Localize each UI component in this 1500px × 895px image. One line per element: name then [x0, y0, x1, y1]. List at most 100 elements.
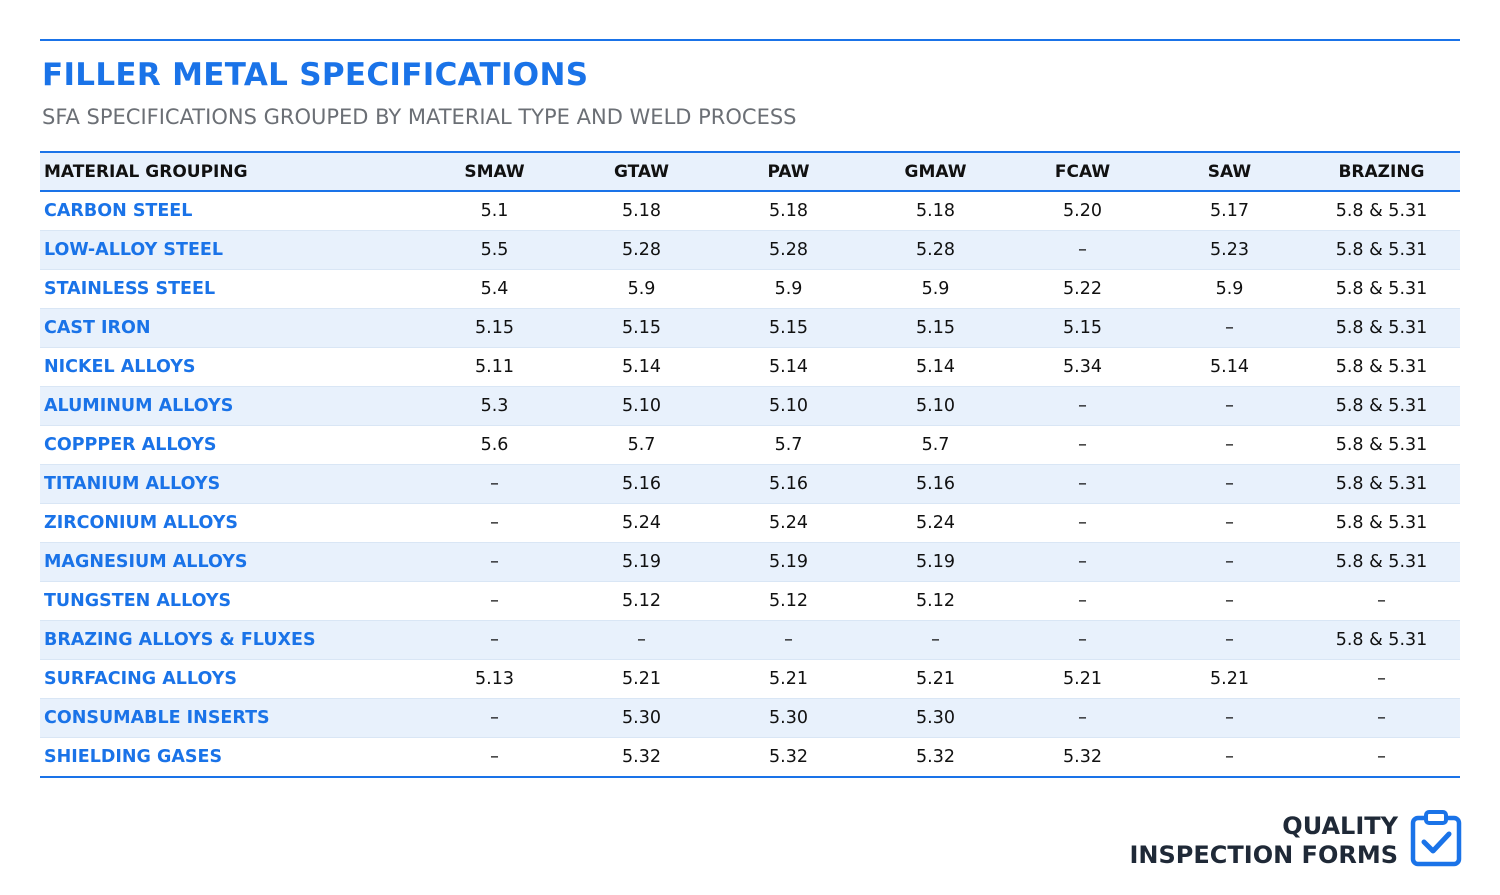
spec-cell: –: [1156, 542, 1303, 582]
spec-cell: 5.16: [568, 464, 715, 504]
spec-cell: 5.3: [421, 386, 568, 426]
spec-cell: –: [421, 503, 568, 543]
table-body: CARBON STEEL 5.1 5.18 5.18 5.18 5.20 5.17 5.8 &…: [40, 191, 1460, 778]
spec-cell: 5.28: [568, 230, 715, 270]
spec-cell: 5.24: [715, 503, 862, 543]
spec-cell: 5.14: [715, 347, 862, 387]
spec-cell: –: [1303, 659, 1460, 699]
spec-cell: 5.30: [862, 698, 1009, 738]
spec-cell: –: [421, 542, 568, 582]
table-row: CAST IRON 5.15 5.15 5.15 5.15 5.15–5.8 & 5.31: [40, 308, 1460, 348]
spec-cell: –: [421, 464, 568, 504]
column-header: PAW: [715, 151, 862, 192]
spec-cell: 5.10: [715, 386, 862, 426]
spec-cell: –: [1009, 464, 1156, 504]
subtitle: SFA SPECIFICATIONS GROUPED BY MATERIAL T…: [42, 105, 797, 129]
spec-cell: –: [1009, 698, 1156, 738]
column-header: GTAW: [568, 151, 715, 192]
spec-cell: 5.15: [715, 308, 862, 348]
spec-cell: 5.32: [862, 737, 1009, 778]
spec-cell: –: [862, 620, 1009, 660]
spec-cell: –: [1156, 581, 1303, 621]
column-header: BRAZING: [1303, 151, 1460, 192]
column-header: SMAW: [421, 151, 568, 192]
table-row: TITANIUM ALLOYS –5.16 5.16 5.16– –5.8 & 5.31: [40, 464, 1460, 504]
material-name: MAGNESIUM ALLOYS: [40, 542, 421, 582]
spec-cell: 5.9: [862, 269, 1009, 309]
spec-cell: 5.9: [1156, 269, 1303, 309]
spec-cell: 5.16: [862, 464, 1009, 504]
spec-table: MATERIAL GROUPING SMAW GTAW PAW GMAW FCAW SAW B…: [40, 151, 1460, 778]
spec-cell: 5.8 & 5.31: [1303, 191, 1460, 231]
spec-cell: 5.21: [568, 659, 715, 699]
spec-cell: 5.14: [1156, 347, 1303, 387]
spec-cell: 5.10: [568, 386, 715, 426]
spec-cell: –: [1156, 308, 1303, 348]
material-name: TUNGSTEN ALLOYS: [40, 581, 421, 621]
spec-cell: 5.24: [568, 503, 715, 543]
spec-cell: 5.13: [421, 659, 568, 699]
spec-cell: 5.7: [715, 425, 862, 465]
material-name: ALUMINUM ALLOYS: [40, 386, 421, 426]
spec-cell: 5.21: [1156, 659, 1303, 699]
spec-cell: –: [421, 698, 568, 738]
spec-cell: –: [1156, 503, 1303, 543]
spec-cell: 5.19: [862, 542, 1009, 582]
spec-cell: –: [1009, 230, 1156, 270]
spec-cell: –: [1303, 581, 1460, 621]
logo-text: QUALITY INSPECTION FORMS: [1130, 812, 1399, 870]
spec-cell: 5.34: [1009, 347, 1156, 387]
spec-cell: 5.16: [715, 464, 862, 504]
spec-cell: 5.23: [1156, 230, 1303, 270]
column-header: SAW: [1156, 151, 1303, 192]
spec-cell: 5.12: [862, 581, 1009, 621]
table-row: CONSUMABLE INSERTS –5.30 5.30 5.30– – –: [40, 698, 1460, 738]
spec-cell: 5.14: [862, 347, 1009, 387]
spec-cell: 5.19: [568, 542, 715, 582]
spec-cell: 5.8 & 5.31: [1303, 308, 1460, 348]
spec-cell: 5.11: [421, 347, 568, 387]
material-name: CAST IRON: [40, 308, 421, 348]
spec-cell: 5.14: [568, 347, 715, 387]
table-row: SHIELDING GASES –5.32 5.32 5.32 5.32– –: [40, 737, 1460, 778]
logo-line: INSPECTION FORMS: [1129, 841, 1399, 869]
material-name: TITANIUM ALLOYS: [40, 464, 421, 504]
spec-cell: –: [1009, 620, 1156, 660]
spec-cell: 5.17: [1156, 191, 1303, 231]
spec-cell: 5.8 & 5.31: [1303, 425, 1460, 465]
material-name: COPPPER ALLOYS: [40, 425, 421, 465]
table-row: STAINLESS STEEL 5.4 5.9 5.9 5.9 5.22 5.9 5.8 & …: [40, 269, 1460, 309]
table-row: MAGNESIUM ALLOYS –5.19 5.19 5.19– –5.8 & 5.3…: [40, 542, 1460, 582]
spec-cell: –: [1156, 698, 1303, 738]
spec-cell: 5.10: [862, 386, 1009, 426]
spec-cell: –: [1156, 425, 1303, 465]
spec-cell: 5.8 & 5.31: [1303, 347, 1460, 387]
table-head: MATERIAL GROUPING SMAW GTAW PAW GMAW FCAW SAW B…: [40, 151, 1460, 192]
spec-cell: –: [421, 737, 568, 778]
spec-cell: –: [421, 581, 568, 621]
spec-cell: 5.21: [715, 659, 862, 699]
column-header: GMAW: [862, 151, 1009, 192]
spec-cell: 5.20: [1009, 191, 1156, 231]
spec-cell: 5.15: [568, 308, 715, 348]
material-name: SHIELDING GASES: [40, 737, 421, 778]
spec-cell: 5.18: [568, 191, 715, 231]
spec-cell: 5.9: [715, 269, 862, 309]
spec-cell: –: [1009, 386, 1156, 426]
column-header: FCAW: [1009, 151, 1156, 192]
material-name: BRAZING ALLOYS & FLUXES: [40, 620, 421, 660]
spec-cell: –: [1009, 542, 1156, 582]
material-name: CARBON STEEL: [40, 191, 421, 231]
table-row: LOW-ALLOY STEEL 5.5 5.28 5.28 5.28–5.23 5.8 &…: [40, 230, 1460, 270]
spec-cell: –: [1009, 425, 1156, 465]
table-row: ALUMINUM ALLOYS 5.3 5.10 5.10 5.10– –5.8 & 5.…: [40, 386, 1460, 426]
spec-cell: –: [1009, 581, 1156, 621]
spec-cell: 5.8 & 5.31: [1303, 542, 1460, 582]
spec-cell: 5.19: [715, 542, 862, 582]
table-row: CARBON STEEL 5.1 5.18 5.18 5.18 5.20 5.17 5.8 &…: [40, 191, 1460, 231]
material-name: CONSUMABLE INSERTS: [40, 698, 421, 738]
spec-cell: 5.1: [421, 191, 568, 231]
spec-cell: –: [568, 620, 715, 660]
spec-cell: 5.15: [1009, 308, 1156, 348]
